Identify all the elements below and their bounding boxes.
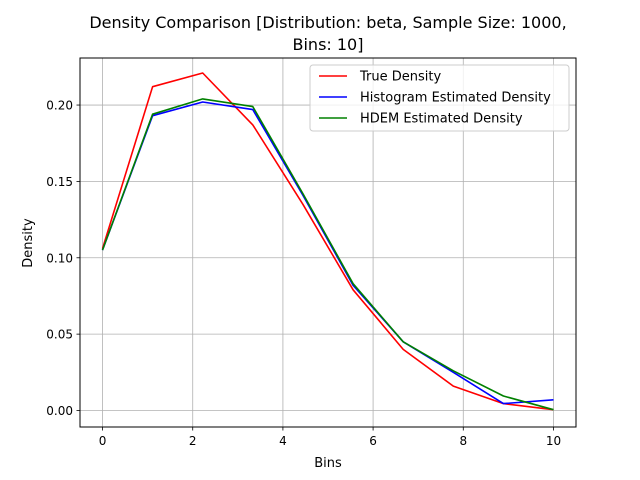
chart-title-line-1: Density Comparison [Distribution: beta, … [89,13,566,32]
x-axis-ticks: 0 2 4 6 8 10 [99,427,561,448]
plot-frame [79,57,577,428]
y-axis-ticks: 0.00 0.05 0.10 0.15 0.20 [46,99,80,418]
series-line-true-density [101,72,554,411]
y-tick-label: 0.00 [46,404,73,418]
chart-title-line-2: Bins: 10] [293,35,364,54]
x-tick-label: 8 [459,434,467,448]
x-tick-label: 2 [189,434,197,448]
x-tick-label: 6 [369,434,377,448]
y-axis-label: Density [21,218,36,268]
y-tick-label: 0.10 [46,251,73,265]
legend-box [309,64,570,132]
legend-label-true-density: True Density [359,70,441,85]
x-tick-label: 0 [99,434,107,448]
x-axis-label: Bins [314,456,342,471]
y-tick-label: 0.05 [46,328,73,342]
series-lines [101,72,554,411]
legend-label-hdem-estimated-density: HDEM Estimated Density [360,112,523,127]
legend: True Density Histogram Estimated Density H… [309,64,570,132]
legend-label-histogram-estimated-density: Histogram Estimated Density [360,91,551,106]
y-tick-label: 0.20 [46,99,73,113]
x-tick-label: 4 [279,434,287,448]
x-tick-label: 10 [546,434,561,448]
series-line-hdem-estimated-density [101,98,554,411]
y-tick-label: 0.15 [46,175,73,189]
